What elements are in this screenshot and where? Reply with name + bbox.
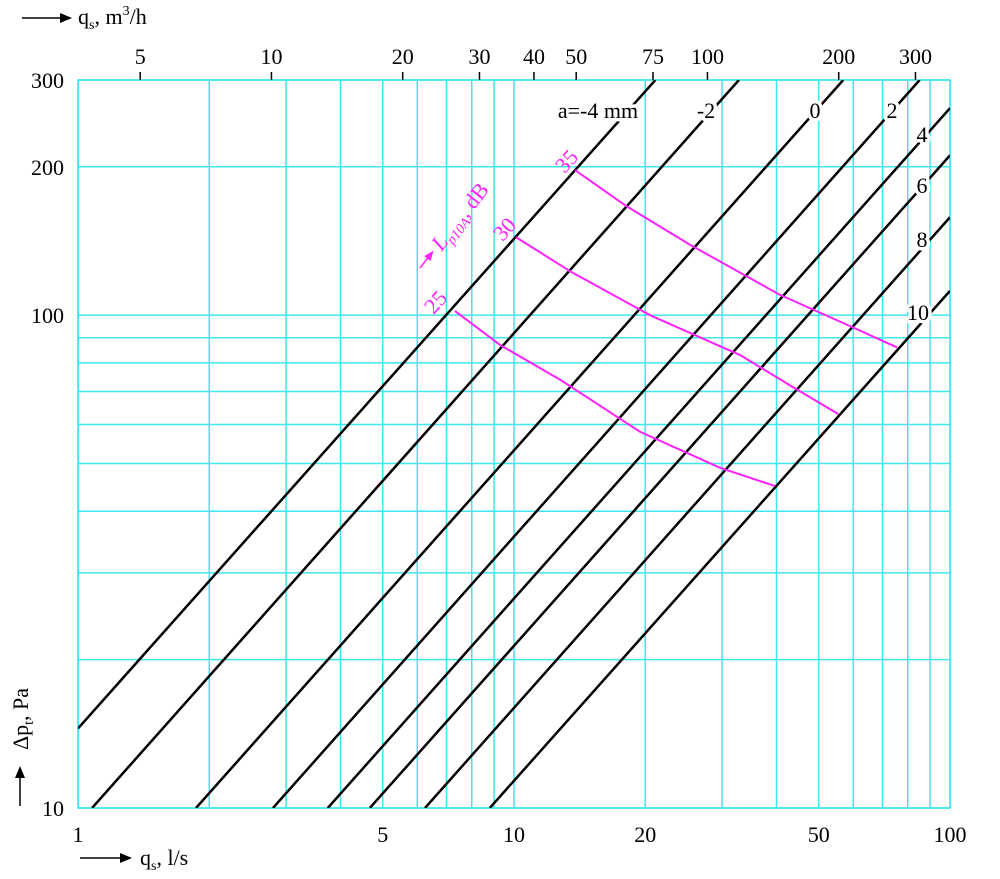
x2-tick-label: 5 xyxy=(135,44,146,69)
x2-axis-title: qs, m3/h xyxy=(78,4,147,33)
curve-title-group: Lp10A, dB xyxy=(419,178,497,269)
line xyxy=(368,154,950,808)
x-tick-label: 50 xyxy=(808,822,830,847)
x2-axis-title-sup: 3 xyxy=(123,4,130,19)
marks xyxy=(78,80,950,808)
series-label: 4 xyxy=(917,122,928,147)
grid xyxy=(77,79,951,809)
x2-axis-title-main: q xyxy=(78,4,89,29)
line xyxy=(91,80,740,808)
x2-axis-title-unit: , m xyxy=(94,4,122,29)
y-tick-label: 10 xyxy=(42,796,64,821)
curve-label: 30 xyxy=(488,212,521,245)
line xyxy=(488,290,950,808)
line xyxy=(195,80,845,808)
series-label: -2 xyxy=(697,98,715,123)
x-axis-title-sub: s xyxy=(151,859,156,874)
x-tick-label: 5 xyxy=(377,822,388,847)
x-axis-title-unit: , l/s xyxy=(156,845,188,870)
x2-tick-label: 75 xyxy=(642,44,664,69)
x2-axis-title-sub: s xyxy=(89,18,94,33)
line xyxy=(326,107,950,808)
series-label: 2 xyxy=(887,98,898,123)
x2-tick-label: 40 xyxy=(523,44,545,69)
curve xyxy=(574,169,898,349)
x-tick-label: 10 xyxy=(503,822,525,847)
line xyxy=(424,216,950,808)
plot-frame xyxy=(77,79,951,809)
curve-title-unit: , dB xyxy=(452,178,494,222)
curve-arrowhead xyxy=(424,250,434,262)
x-axis-title-main: q xyxy=(140,845,151,870)
x2-tick-label: 300 xyxy=(899,44,932,69)
series-label: 6 xyxy=(917,173,928,198)
y-tick-label: 100 xyxy=(31,303,64,328)
y-axis-title-sub: t xyxy=(22,721,37,725)
y-axis-title-unit: , Pa xyxy=(8,688,33,721)
line xyxy=(272,80,921,808)
series-label: 10 xyxy=(907,300,929,325)
curve xyxy=(454,310,776,488)
x-tick-label: 20 xyxy=(634,822,656,847)
y-axis-title-main: Δp xyxy=(8,725,33,750)
x2-tick-label: 20 xyxy=(392,44,414,69)
series-label: 0 xyxy=(810,98,821,123)
x2-tick-label: 10 xyxy=(260,44,282,69)
x-axis-title: qs, l/s xyxy=(140,845,188,874)
axis-arrowhead xyxy=(15,766,25,778)
y-axis-title: Δpt, Pa xyxy=(8,688,37,750)
curve-title: Lp10A, dB xyxy=(425,178,497,259)
axis-arrowhead xyxy=(60,13,72,23)
x2-axis-title-unit2: /h xyxy=(130,4,147,29)
axis-arrowhead xyxy=(120,853,132,863)
x2-tick-label: 200 xyxy=(822,44,855,69)
series-label: 8 xyxy=(917,227,928,252)
x-tick-label: 1 xyxy=(73,822,84,847)
y-axis-title-group: Δpt, Pa xyxy=(8,688,37,806)
y-tick-label: 200 xyxy=(31,155,64,180)
y-tick-label: 300 xyxy=(31,68,64,93)
x2-tick-label: 100 xyxy=(691,44,724,69)
x2-tick-label: 50 xyxy=(565,44,587,69)
line xyxy=(78,80,657,730)
x2-tick-label: 30 xyxy=(468,44,490,69)
series-label: a=-4 mm xyxy=(558,98,638,123)
x-tick-label: 100 xyxy=(934,822,967,847)
curve xyxy=(515,236,839,415)
